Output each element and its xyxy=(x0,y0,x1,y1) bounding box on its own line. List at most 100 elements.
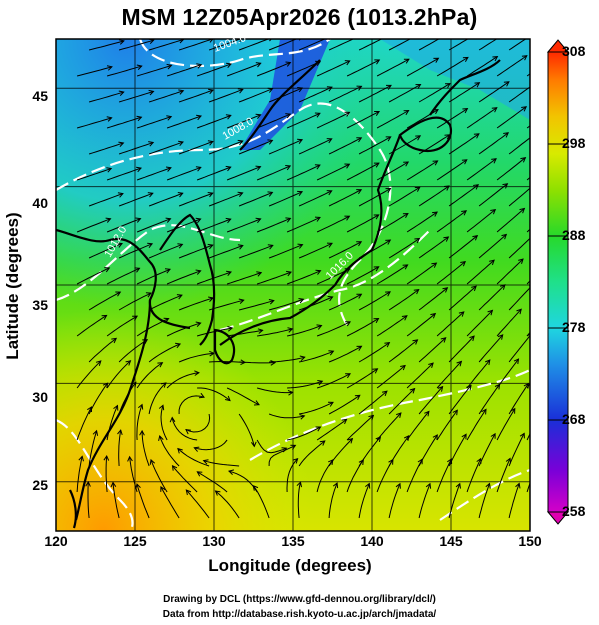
streamline-arrowhead xyxy=(533,132,538,137)
streamline xyxy=(358,84,392,103)
streamline-arrowhead xyxy=(516,308,522,315)
streamline-arrowhead xyxy=(285,217,292,223)
streamline xyxy=(526,481,530,493)
streamline xyxy=(328,137,362,155)
streamline xyxy=(197,471,228,493)
streamline xyxy=(118,90,154,103)
streamline xyxy=(496,308,522,337)
streamline-arrowhead xyxy=(356,241,363,247)
x-tick-label: 140 xyxy=(360,533,384,549)
streamline xyxy=(148,90,184,103)
streamline-arrowhead xyxy=(523,382,529,389)
streamline xyxy=(166,372,199,389)
streamline xyxy=(496,408,516,441)
streamline xyxy=(88,291,121,311)
streamline xyxy=(376,315,408,337)
streamline-arrowhead xyxy=(344,163,351,169)
streamline-arrowhead xyxy=(430,312,437,319)
streamline xyxy=(376,412,402,441)
streamline xyxy=(226,272,262,285)
streamline xyxy=(256,217,291,233)
streamline xyxy=(358,390,388,415)
streamline xyxy=(286,164,321,181)
streamline-arrowhead xyxy=(374,111,381,116)
streamline xyxy=(159,435,180,467)
streamline-arrowhead xyxy=(358,459,364,466)
coastline-korea xyxy=(159,213,216,346)
streamline-arrowhead xyxy=(297,190,304,196)
colorbar-tick-label: 258 xyxy=(562,503,586,519)
y-tick-label: 45 xyxy=(32,88,48,104)
streamline-arrowhead xyxy=(252,485,259,491)
streamline-arrowhead xyxy=(326,190,333,196)
streamline xyxy=(208,245,243,259)
streamline xyxy=(298,86,333,103)
streamline-arrowhead xyxy=(519,207,526,214)
streamline xyxy=(148,39,184,51)
streamline xyxy=(136,167,172,181)
streamline xyxy=(388,339,418,363)
streamline xyxy=(346,214,379,233)
streamline xyxy=(106,315,138,337)
streamline-arrowhead xyxy=(285,61,292,67)
streamline-arrowhead xyxy=(462,108,469,114)
streamline xyxy=(388,84,421,103)
streamline-arrowhead xyxy=(224,395,231,402)
streamline xyxy=(106,360,131,389)
streamline-arrowhead xyxy=(368,414,375,421)
colorbar-tick-label: 308 xyxy=(562,43,586,59)
streamline-arrowhead xyxy=(373,266,380,272)
streamline xyxy=(268,139,303,155)
streamline xyxy=(286,325,322,337)
streamline-arrowhead xyxy=(332,482,339,489)
streamline-arrowhead xyxy=(194,370,200,376)
streamline-arrowhead xyxy=(225,165,232,172)
x-tick-label: 145 xyxy=(439,533,463,549)
streamline xyxy=(299,401,334,415)
streamline xyxy=(328,394,361,415)
streamline-arrowhead xyxy=(487,309,494,316)
streamline-arrowhead xyxy=(494,383,501,390)
colorbar-tick-label: 298 xyxy=(562,135,586,151)
streamline xyxy=(376,264,408,285)
streamline-arrowhead xyxy=(290,444,297,450)
x-tick-label: 150 xyxy=(518,533,542,549)
streamline-arrowhead xyxy=(177,447,183,454)
streamline-arrowhead xyxy=(165,217,172,223)
streamline xyxy=(316,163,350,181)
streamline-arrowhead xyxy=(135,483,141,490)
coastline-taiwan xyxy=(69,489,77,529)
streamline xyxy=(178,141,213,155)
coastline-china-south xyxy=(74,299,152,521)
streamline xyxy=(508,383,529,415)
streamline-arrowhead xyxy=(381,390,388,397)
streamline-arrowhead xyxy=(160,382,167,388)
streamline-arrowhead xyxy=(178,89,185,95)
streamline xyxy=(358,136,391,155)
streamline xyxy=(436,361,462,389)
y-tick-label: 30 xyxy=(32,389,48,405)
streamline-arrowhead xyxy=(297,138,304,144)
streamline-arrowhead xyxy=(85,480,91,487)
streamline-arrowhead xyxy=(403,161,410,167)
streamline-arrowhead xyxy=(178,140,184,147)
streamline xyxy=(376,213,409,233)
streamline xyxy=(208,299,244,311)
streamline-arrowhead xyxy=(356,137,363,143)
streamline xyxy=(496,358,519,389)
streamline-arrowhead xyxy=(193,446,200,452)
streamline xyxy=(88,142,124,155)
streamline xyxy=(256,165,291,181)
streamline-arrowhead xyxy=(164,268,171,274)
streamline-arrowhead xyxy=(491,158,497,164)
streamline xyxy=(478,284,506,311)
credit-data: Data from http://database.rish.kyoto-u.a… xyxy=(162,609,437,620)
streamline-arrowhead xyxy=(499,284,506,290)
streamline xyxy=(194,439,228,451)
streamline-arrowhead xyxy=(250,441,257,448)
streamline-arrowhead xyxy=(285,165,292,171)
streamline xyxy=(136,218,171,233)
streamline-arrowhead xyxy=(115,291,122,297)
streamline xyxy=(539,483,549,518)
streamline xyxy=(376,58,410,77)
